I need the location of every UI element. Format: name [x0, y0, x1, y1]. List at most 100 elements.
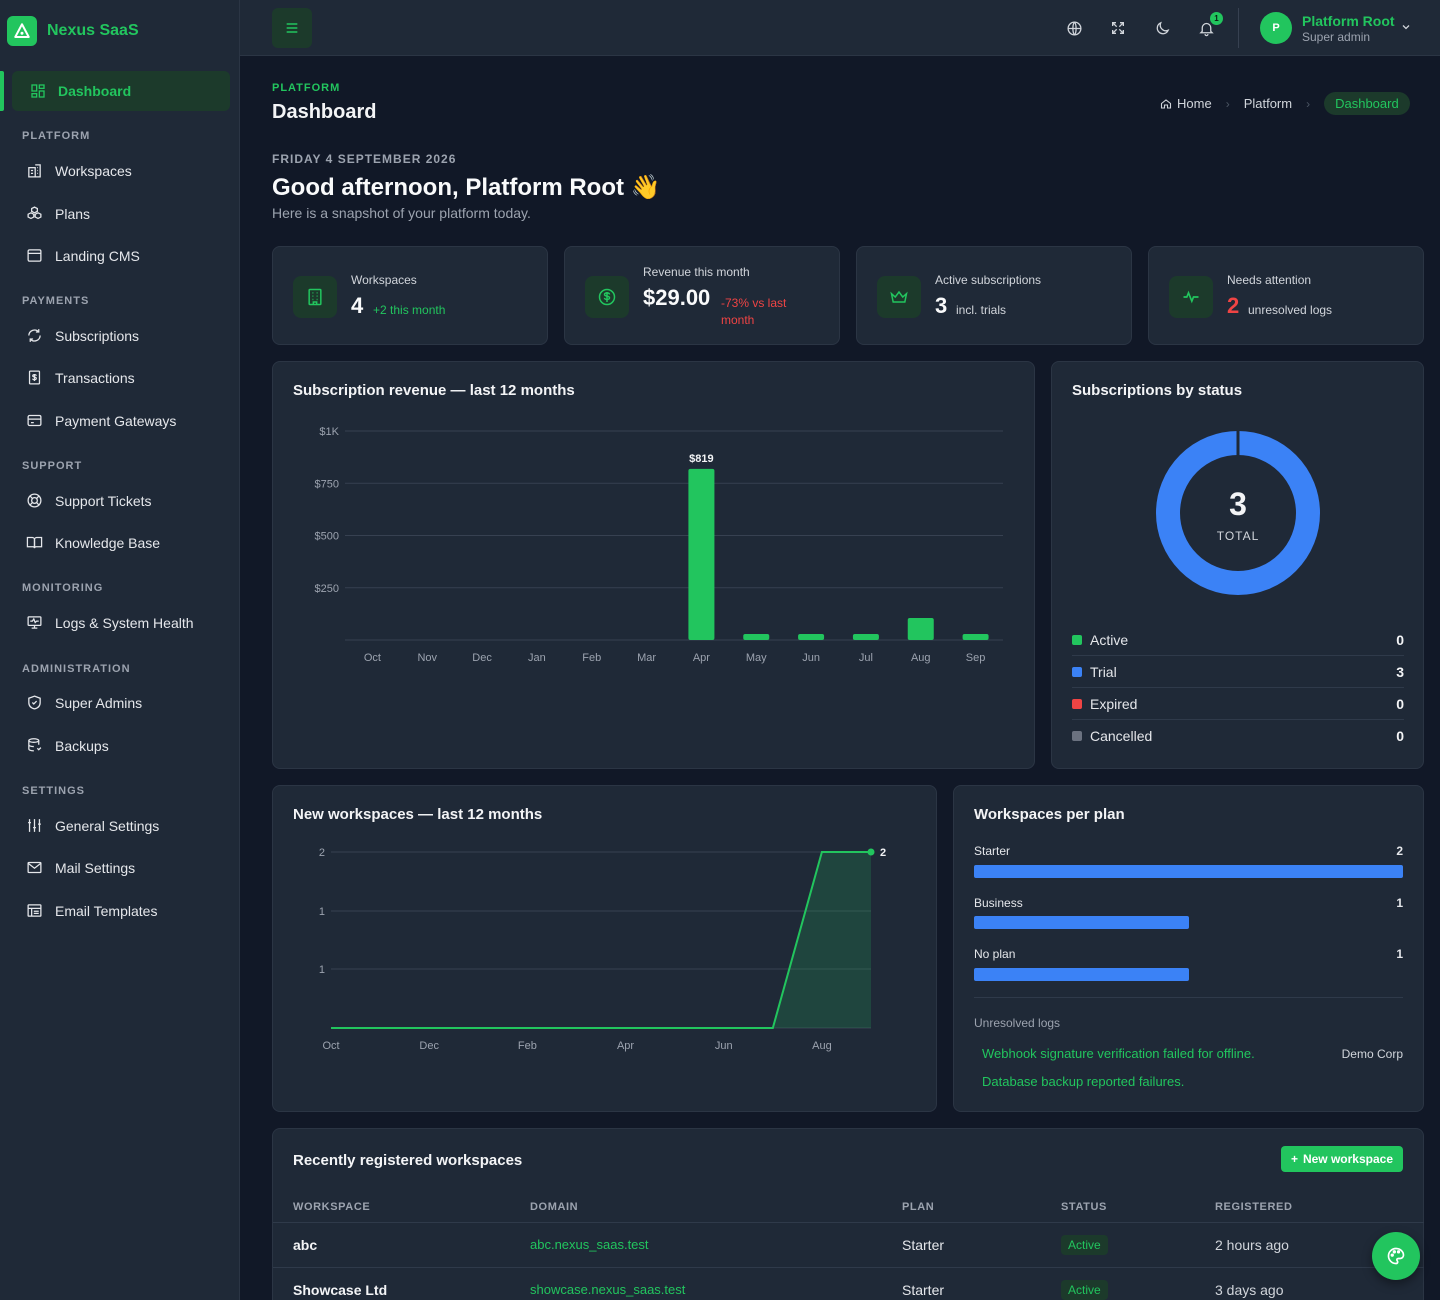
workspaces-chart-card: New workspaces — last 12 months 2 1 1 2 Oct D… — [272, 785, 937, 1112]
plan-count: 1 — [1396, 947, 1403, 961]
log-link[interactable]: Database backup reported failures. — [982, 1074, 1185, 1089]
divider — [974, 997, 1403, 998]
x-tick-label: Oct — [364, 652, 381, 664]
column-header[interactable]: REGISTERED — [1215, 1201, 1293, 1213]
avatar[interactable]: P — [1260, 12, 1292, 44]
globe-icon — [1066, 20, 1082, 36]
sidebar-item-transactions[interactable]: Transactions — [26, 369, 135, 386]
divider — [1238, 8, 1239, 48]
x-tick-label: Jul — [859, 652, 873, 664]
sidebar-item-logs[interactable]: Logs & System Health — [26, 614, 194, 631]
x-tick-label: Dec — [419, 1040, 439, 1052]
card-title: Subscription revenue — last 12 months — [293, 382, 575, 399]
new-workspace-button[interactable]: + New workspace — [1280, 1146, 1403, 1172]
column-header[interactable]: PLAN — [902, 1201, 935, 1213]
user-name[interactable]: Platform Root — [1302, 13, 1395, 29]
revenue-bar — [962, 633, 989, 640]
sidebar-item-support-tickets[interactable]: Support Tickets — [26, 492, 152, 509]
sidebar-item-label: Workspaces — [55, 162, 132, 179]
sidebar: Nexus SaaS Dashboard PLATFORM Workspaces… — [0, 0, 240, 1300]
sidebar-item-landing-cms[interactable]: Landing CMS — [26, 247, 140, 264]
brand[interactable]: Nexus SaaS — [0, 0, 239, 62]
legend-label: Trial — [1090, 663, 1117, 680]
plan-bar-track — [974, 865, 1403, 878]
sidebar-item-general-settings[interactable]: General Settings — [26, 817, 159, 834]
revenue-bar — [798, 633, 825, 640]
stat-label: Revenue this month — [643, 265, 750, 279]
workspace-domain[interactable]: showcase.nexus_saas.test — [530, 1282, 686, 1297]
sidebar-item-label: Payment Gateways — [55, 412, 177, 429]
breadcrumb-separator: › — [1306, 96, 1311, 111]
nav-section-administration: ADMINISTRATION — [22, 663, 131, 675]
table-row[interactable]: Showcase Ltd showcase.nexus_saas.test St… — [273, 1267, 1424, 1300]
breadcrumb-home[interactable]: Home — [1160, 96, 1212, 111]
dollar-icon — [585, 276, 629, 318]
workspace-domain[interactable]: abc.nexus_saas.test — [530, 1237, 649, 1252]
user-role: Super admin — [1302, 30, 1371, 44]
stat-card-attention: Needs attention 2 unresolved logs — [1148, 246, 1424, 345]
stat-value: 2 — [1227, 293, 1240, 318]
sidebar-item-backups[interactable]: Backups — [26, 737, 109, 754]
table-header: WORKSPACE DOMAIN PLAN STATUS REGISTERED — [273, 1201, 1424, 1223]
sidebar-item-workspaces[interactable]: Workspaces — [26, 162, 132, 179]
y-tick-label: $500 — [315, 531, 339, 543]
status-badge: Active — [1061, 1280, 1108, 1300]
status-badge: Active — [1061, 1235, 1108, 1255]
page-eyebrow: PLATFORM — [272, 82, 341, 94]
sidebar-item-dashboard[interactable]: Dashboard — [0, 71, 230, 111]
page-title: Dashboard — [272, 101, 377, 123]
book-open-icon — [26, 536, 43, 549]
dashboard-icon — [31, 84, 45, 98]
log-link[interactable]: Webhook signature verification failed fo… — [982, 1046, 1255, 1061]
refresh-icon — [28, 329, 41, 342]
sidebar-item-plans[interactable]: Plans — [26, 205, 90, 222]
sidebar-item-payment-gateways[interactable]: Payment Gateways — [26, 412, 176, 429]
fullscreen-button[interactable] — [1104, 14, 1132, 42]
user-menu-chevron[interactable] — [1400, 20, 1412, 36]
new-workspace-label: New workspace — [1302, 1152, 1393, 1166]
topbar: 1 P Platform Root Super admin — [240, 0, 1440, 56]
language-button[interactable] — [1060, 14, 1088, 42]
plan-label: Starter — [974, 844, 1011, 858]
y-tick-label: $750 — [315, 478, 339, 490]
x-tick-label: Jan — [528, 652, 546, 664]
revenue-bar — [907, 618, 934, 640]
table-row[interactable]: abc abc.nexus_saas.test Starter Active 2… — [273, 1222, 1424, 1267]
legend-label: Cancelled — [1090, 728, 1153, 744]
x-tick-label: Aug — [911, 652, 931, 664]
notifications-button[interactable] — [1192, 14, 1220, 42]
column-header[interactable]: WORKSPACE — [293, 1201, 371, 1213]
legend-value: 0 — [1396, 695, 1404, 712]
sidebar-item-subscriptions[interactable]: Subscriptions — [26, 327, 139, 344]
stat-label: Workspaces — [351, 273, 417, 287]
sidebar-item-label: General Settings — [55, 817, 160, 834]
workspace-name[interactable]: Showcase Ltd — [293, 1282, 388, 1298]
theme-toggle-button[interactable] — [1148, 14, 1176, 42]
sidebar-item-super-admins[interactable]: Super Admins — [26, 694, 142, 711]
plan-bar-track — [974, 968, 1403, 981]
donut-total: 3 — [1229, 486, 1247, 522]
fullscreen-icon — [1112, 22, 1124, 34]
sidebar-item-email-templates[interactable]: Email Templates — [26, 902, 157, 919]
logo-icon — [7, 16, 37, 46]
stat-label: Active subscriptions — [935, 273, 1042, 287]
theme-customizer-button[interactable] — [1372, 1232, 1420, 1280]
sidebar-item-label: Dashboard — [58, 83, 132, 99]
column-header[interactable]: DOMAIN — [530, 1201, 579, 1213]
sidebar-item-knowledge-base[interactable]: Knowledge Base — [26, 534, 160, 551]
menu-toggle-button[interactable] — [272, 8, 312, 48]
column-header[interactable]: STATUS — [1061, 1201, 1107, 1213]
shield-icon — [28, 695, 41, 710]
sidebar-item-mail-settings[interactable]: Mail Settings — [26, 859, 135, 876]
menu-icon — [286, 23, 298, 33]
breadcrumb-platform[interactable]: Platform — [1243, 96, 1293, 111]
x-tick-label: May — [746, 652, 767, 664]
legend-swatch — [1072, 731, 1082, 741]
card-title: Recently registered workspaces — [293, 1152, 523, 1169]
crown-icon — [877, 276, 921, 318]
plan-bar — [974, 968, 1189, 981]
stat-note: -73% vs last month — [721, 296, 787, 327]
legend-row: Trial 3 — [1072, 656, 1404, 688]
workspace-name[interactable]: abc — [293, 1237, 318, 1253]
stat-card-revenue: Revenue this month $29.00 -73% vs last m… — [564, 246, 840, 345]
